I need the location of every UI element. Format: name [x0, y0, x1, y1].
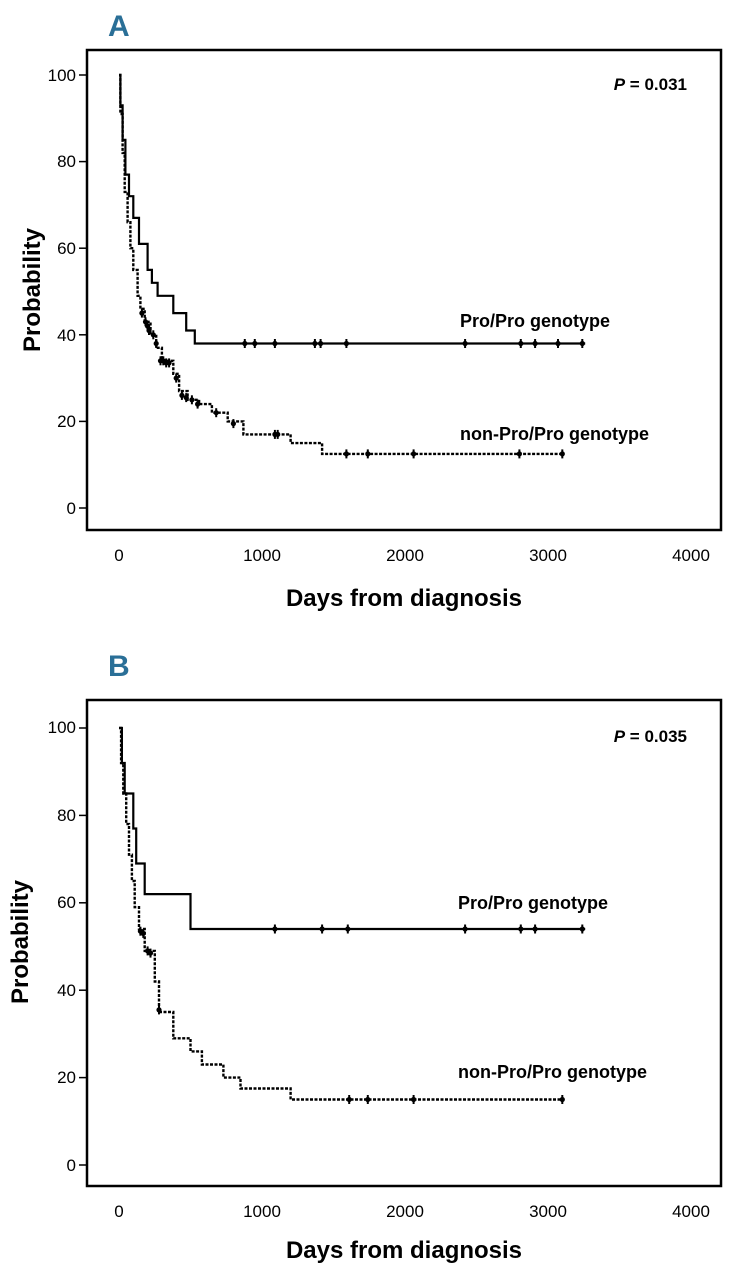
panel-a-curves [79, 73, 586, 509]
panel-a-censor-dot [242, 340, 248, 347]
panel-a-ytick-label: 80 [57, 152, 76, 171]
panel-a-xtick-label: 2000 [386, 546, 424, 565]
panel-b-censor-dot [147, 950, 154, 956]
panel-a-label-pro-pro: Pro/Pro genotype [460, 311, 610, 331]
panel-a-curve-pro-pro [119, 73, 586, 345]
panel-b-label-non-pro-pro: non-Pro/Pro genotype [458, 1062, 647, 1082]
panel-a-censor-dot [150, 332, 156, 338]
panel-b-frame [85, 698, 723, 1188]
panel-a-censor-dot [462, 340, 468, 347]
panel-a-ytick-label: 20 [57, 412, 76, 431]
panel-a-xtick-label: 3000 [529, 546, 567, 565]
panel-b-p-value: P = 0.035 [614, 727, 687, 746]
panel-b-censor-dot [579, 926, 585, 932]
panel-a-censor-dot [213, 410, 219, 416]
panel-b-xtick-label: 2000 [386, 1202, 424, 1221]
panel-b-xtick-label: 0 [114, 1202, 123, 1221]
panel-b-xtick-label: 4000 [672, 1202, 710, 1221]
p-value-text: = 0.035 [625, 727, 687, 746]
panel-a-censor-dot [230, 421, 236, 427]
panel-a-censor-dot [365, 451, 371, 457]
panel-a-censor-dot [518, 340, 524, 347]
panel-a-censor-dot [312, 340, 318, 347]
panel-b-censor-dot [319, 926, 325, 932]
panel-b-ytick-label: 100 [48, 718, 76, 737]
panel-a-censor-dot [153, 340, 159, 347]
panel-b-xtick-label: 3000 [529, 1202, 567, 1221]
panel-b-curves [79, 726, 586, 1166]
panel-b-censor-dot [411, 1096, 417, 1103]
panel-b-censor-dot [345, 926, 351, 932]
panel-b-xtick-label: 1000 [243, 1202, 281, 1221]
panel-a-p-value: P = 0.031 [614, 75, 687, 94]
panel-a-censor-dot [189, 397, 195, 403]
panel-a-censor-dot [275, 431, 281, 437]
panel-a-y-ticks: 100 80 60 40 20 0 [48, 66, 76, 518]
panel-a-x-ticks: 0 1000 2000 3000 4000 [114, 546, 710, 565]
panel-a-censor-dot [173, 375, 179, 381]
panel-b-censor-dot [462, 926, 468, 932]
panel-a-censor-dot [318, 340, 324, 347]
panel-a-censor-dot [555, 340, 561, 347]
panel-b-ytick-label: 80 [57, 806, 76, 825]
panel-a-xtick-label: 0 [114, 546, 123, 565]
panel-b-y-axis-title: Probability [7, 879, 34, 1004]
panel-b-x-axis-title: Days from diagnosis [286, 1237, 522, 1264]
panel-b-ytick-label: 20 [57, 1068, 76, 1087]
panel-a-censor-dot [343, 340, 349, 347]
panel-b-ytick-label: 0 [67, 1156, 76, 1175]
panel-b-x-ticks: 0 1000 2000 3000 4000 [114, 1202, 710, 1221]
panel-a-censor-dot [579, 340, 585, 347]
panel-a-censor-dot [411, 451, 417, 457]
panel-a-censor-dot [516, 451, 523, 457]
panel-a: A 100 80 60 40 20 0 0 1000 2000 3000 400… [19, 10, 723, 612]
panel-b-ytick-label: 60 [57, 893, 76, 912]
p-value-text: = 0.031 [625, 75, 687, 94]
panel-b-curve-non-pro-pro [119, 726, 563, 1101]
panel-b-y-ticks: 100 80 60 40 20 0 [48, 718, 76, 1175]
panel-a-censor-dot [183, 395, 189, 401]
panel-a-xtick-label: 1000 [243, 546, 281, 565]
panel-b-label-pro-pro: Pro/Pro genotype [458, 893, 608, 913]
panel-a-censor-dot [146, 327, 152, 334]
p-symbol: P [614, 727, 626, 746]
panel-b-censor-dot [346, 1096, 352, 1103]
panel-a-censor-dot [166, 360, 172, 366]
panel-a-letter: A [108, 10, 130, 43]
panel-a-y-axis-title: Probability [19, 227, 46, 352]
panel-a-censor-dot [532, 340, 538, 347]
panel-b-ytick-label: 40 [57, 981, 76, 1000]
panel-b-censor-dot [532, 926, 538, 932]
panel-a-label-non-pro-pro: non-Pro/Pro genotype [460, 424, 649, 444]
panel-b-censor-dot [140, 930, 146, 937]
panel-b: B 100 80 60 40 20 0 0 1000 2000 3000 400… [7, 650, 723, 1264]
panel-a-xtick-label: 4000 [672, 546, 710, 565]
panel-a-frame [85, 48, 723, 532]
panel-b-censor-dot [518, 926, 524, 932]
panel-b-letter: B [108, 650, 130, 683]
panel-a-ytick-label: 100 [48, 66, 76, 85]
panel-a-censor-dot [343, 451, 349, 457]
panel-a-censor-dot [179, 392, 185, 398]
panel-a-ytick-label: 40 [57, 326, 76, 345]
panel-a-censor-dot [139, 310, 145, 316]
panel-b-censor-dot [156, 1007, 162, 1013]
panel-b-censor-dot [559, 1096, 565, 1103]
panel-a-ytick-label: 0 [67, 499, 76, 518]
panel-a-ytick-label: 60 [57, 239, 76, 258]
p-symbol: P [614, 75, 626, 94]
panel-a-censor-dot [559, 451, 565, 457]
panel-a-x-axis-title: Days from diagnosis [286, 585, 522, 612]
panel-a-censor-dot [195, 401, 201, 407]
panel-a-censor-dot [272, 340, 278, 347]
panel-a-censor-dot [252, 340, 258, 347]
panel-b-censor-dot [365, 1096, 371, 1103]
panel-b-censor-dot [272, 926, 278, 932]
